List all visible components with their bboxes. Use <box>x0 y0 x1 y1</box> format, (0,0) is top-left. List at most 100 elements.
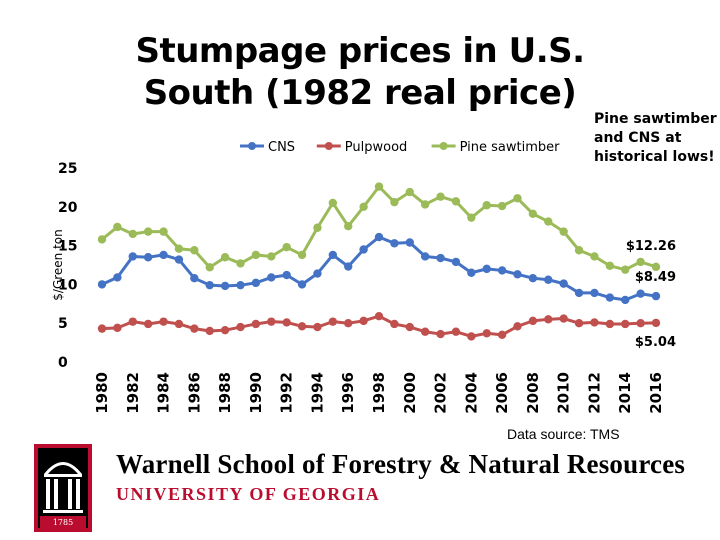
end-value-label: $12.26 <box>626 239 676 254</box>
legend-label: Pine sawtimber <box>460 140 561 155</box>
data-point <box>159 250 168 260</box>
data-point <box>236 280 245 290</box>
data-point <box>282 270 291 280</box>
data-point <box>267 252 276 261</box>
end-value-label: $8.49 <box>635 270 676 285</box>
svg-text:1785: 1785 <box>53 518 73 527</box>
data-point <box>282 242 291 252</box>
data-point <box>297 250 307 260</box>
data-point <box>359 245 368 254</box>
data-point <box>205 280 214 290</box>
data-point <box>297 322 307 331</box>
data-point <box>267 273 276 282</box>
data-point <box>328 250 338 260</box>
data-point <box>220 325 230 335</box>
data-point <box>190 324 199 333</box>
data-point <box>544 217 553 226</box>
data-point <box>513 270 522 279</box>
data-point <box>236 259 245 268</box>
x-tick-label: 2012 <box>585 372 603 414</box>
data-point <box>344 319 353 328</box>
data-source: Data source: TMS <box>507 426 620 442</box>
data-point <box>467 213 476 222</box>
x-tick-label: 2004 <box>462 372 480 414</box>
data-point <box>559 314 568 323</box>
data-point <box>528 273 538 283</box>
data-point <box>559 227 568 236</box>
callout-note: Pine sawtimber and CNS at historical low… <box>594 111 717 165</box>
data-point <box>451 197 461 206</box>
data-point <box>574 246 584 255</box>
data-point <box>174 319 184 329</box>
data-point <box>251 250 261 260</box>
data-point <box>220 253 230 262</box>
data-point <box>513 322 522 331</box>
data-point <box>282 318 291 327</box>
series-group <box>97 182 661 341</box>
x-axis: 1980 1982 1984 1986 1988 1990 1992 1994 1996 1998… <box>93 372 665 414</box>
data-point <box>405 187 414 197</box>
data-point <box>143 253 153 262</box>
x-tick-label: 1992 <box>278 372 296 414</box>
data-point <box>467 332 476 341</box>
university-name: UNIVERSITY OF GEORGIA <box>116 484 381 504</box>
data-point <box>113 222 122 232</box>
legend-label: CNS <box>268 140 295 155</box>
data-point <box>344 262 353 271</box>
x-tick-label: 2008 <box>524 372 542 414</box>
data-point <box>528 209 538 218</box>
data-point <box>528 316 538 326</box>
x-tick-label: 1980 <box>93 372 111 414</box>
data-point <box>374 312 384 321</box>
data-point <box>267 317 276 326</box>
data-point <box>159 227 168 236</box>
data-point <box>174 255 184 264</box>
data-point <box>313 322 322 332</box>
data-point <box>328 317 338 326</box>
data-point <box>405 322 414 332</box>
data-point <box>390 239 399 248</box>
data-point <box>482 201 491 210</box>
legend-marker <box>324 142 333 150</box>
x-tick-label: 1994 <box>308 372 326 414</box>
data-point <box>420 252 430 261</box>
data-point <box>436 329 445 339</box>
data-point <box>605 319 615 329</box>
data-point <box>451 257 461 267</box>
x-tick-label: 1996 <box>339 372 357 414</box>
data-point <box>174 244 184 253</box>
data-point <box>128 252 137 261</box>
data-point <box>313 269 322 278</box>
x-tick-label: 2002 <box>432 372 450 414</box>
data-point <box>359 316 368 326</box>
y-tick-label: 10 <box>58 277 78 293</box>
data-point <box>205 326 214 336</box>
data-point <box>374 232 384 242</box>
data-point <box>482 264 491 274</box>
x-tick-label: 2010 <box>555 372 573 414</box>
data-point <box>621 265 630 274</box>
x-tick-label: 2014 <box>616 372 634 414</box>
y-tick-label: 15 <box>58 239 77 255</box>
data-point <box>574 319 584 328</box>
data-point <box>159 317 168 326</box>
data-point <box>97 324 107 333</box>
data-point <box>420 200 430 209</box>
data-point <box>467 268 476 277</box>
legend: CNS Pulpwood Pine sawtimber <box>240 140 560 155</box>
data-point <box>636 319 645 328</box>
data-point <box>497 330 507 340</box>
data-point <box>497 266 507 275</box>
data-point <box>621 319 630 329</box>
data-point <box>313 223 322 232</box>
data-point <box>128 317 137 326</box>
series-line-pine-sawtimber <box>101 185 657 272</box>
line-chart: CNS Pulpwood Pine sawtimber 0 5 10 15 20 25 198… <box>51 140 676 414</box>
y-axis: 0 5 10 15 20 25 <box>58 161 78 371</box>
data-point <box>405 238 414 247</box>
data-point <box>190 273 199 283</box>
data-point <box>190 246 199 255</box>
end-labels: $12.26 $8.49 $5.04 <box>626 239 676 350</box>
data-point <box>420 327 430 336</box>
data-point <box>97 235 107 244</box>
